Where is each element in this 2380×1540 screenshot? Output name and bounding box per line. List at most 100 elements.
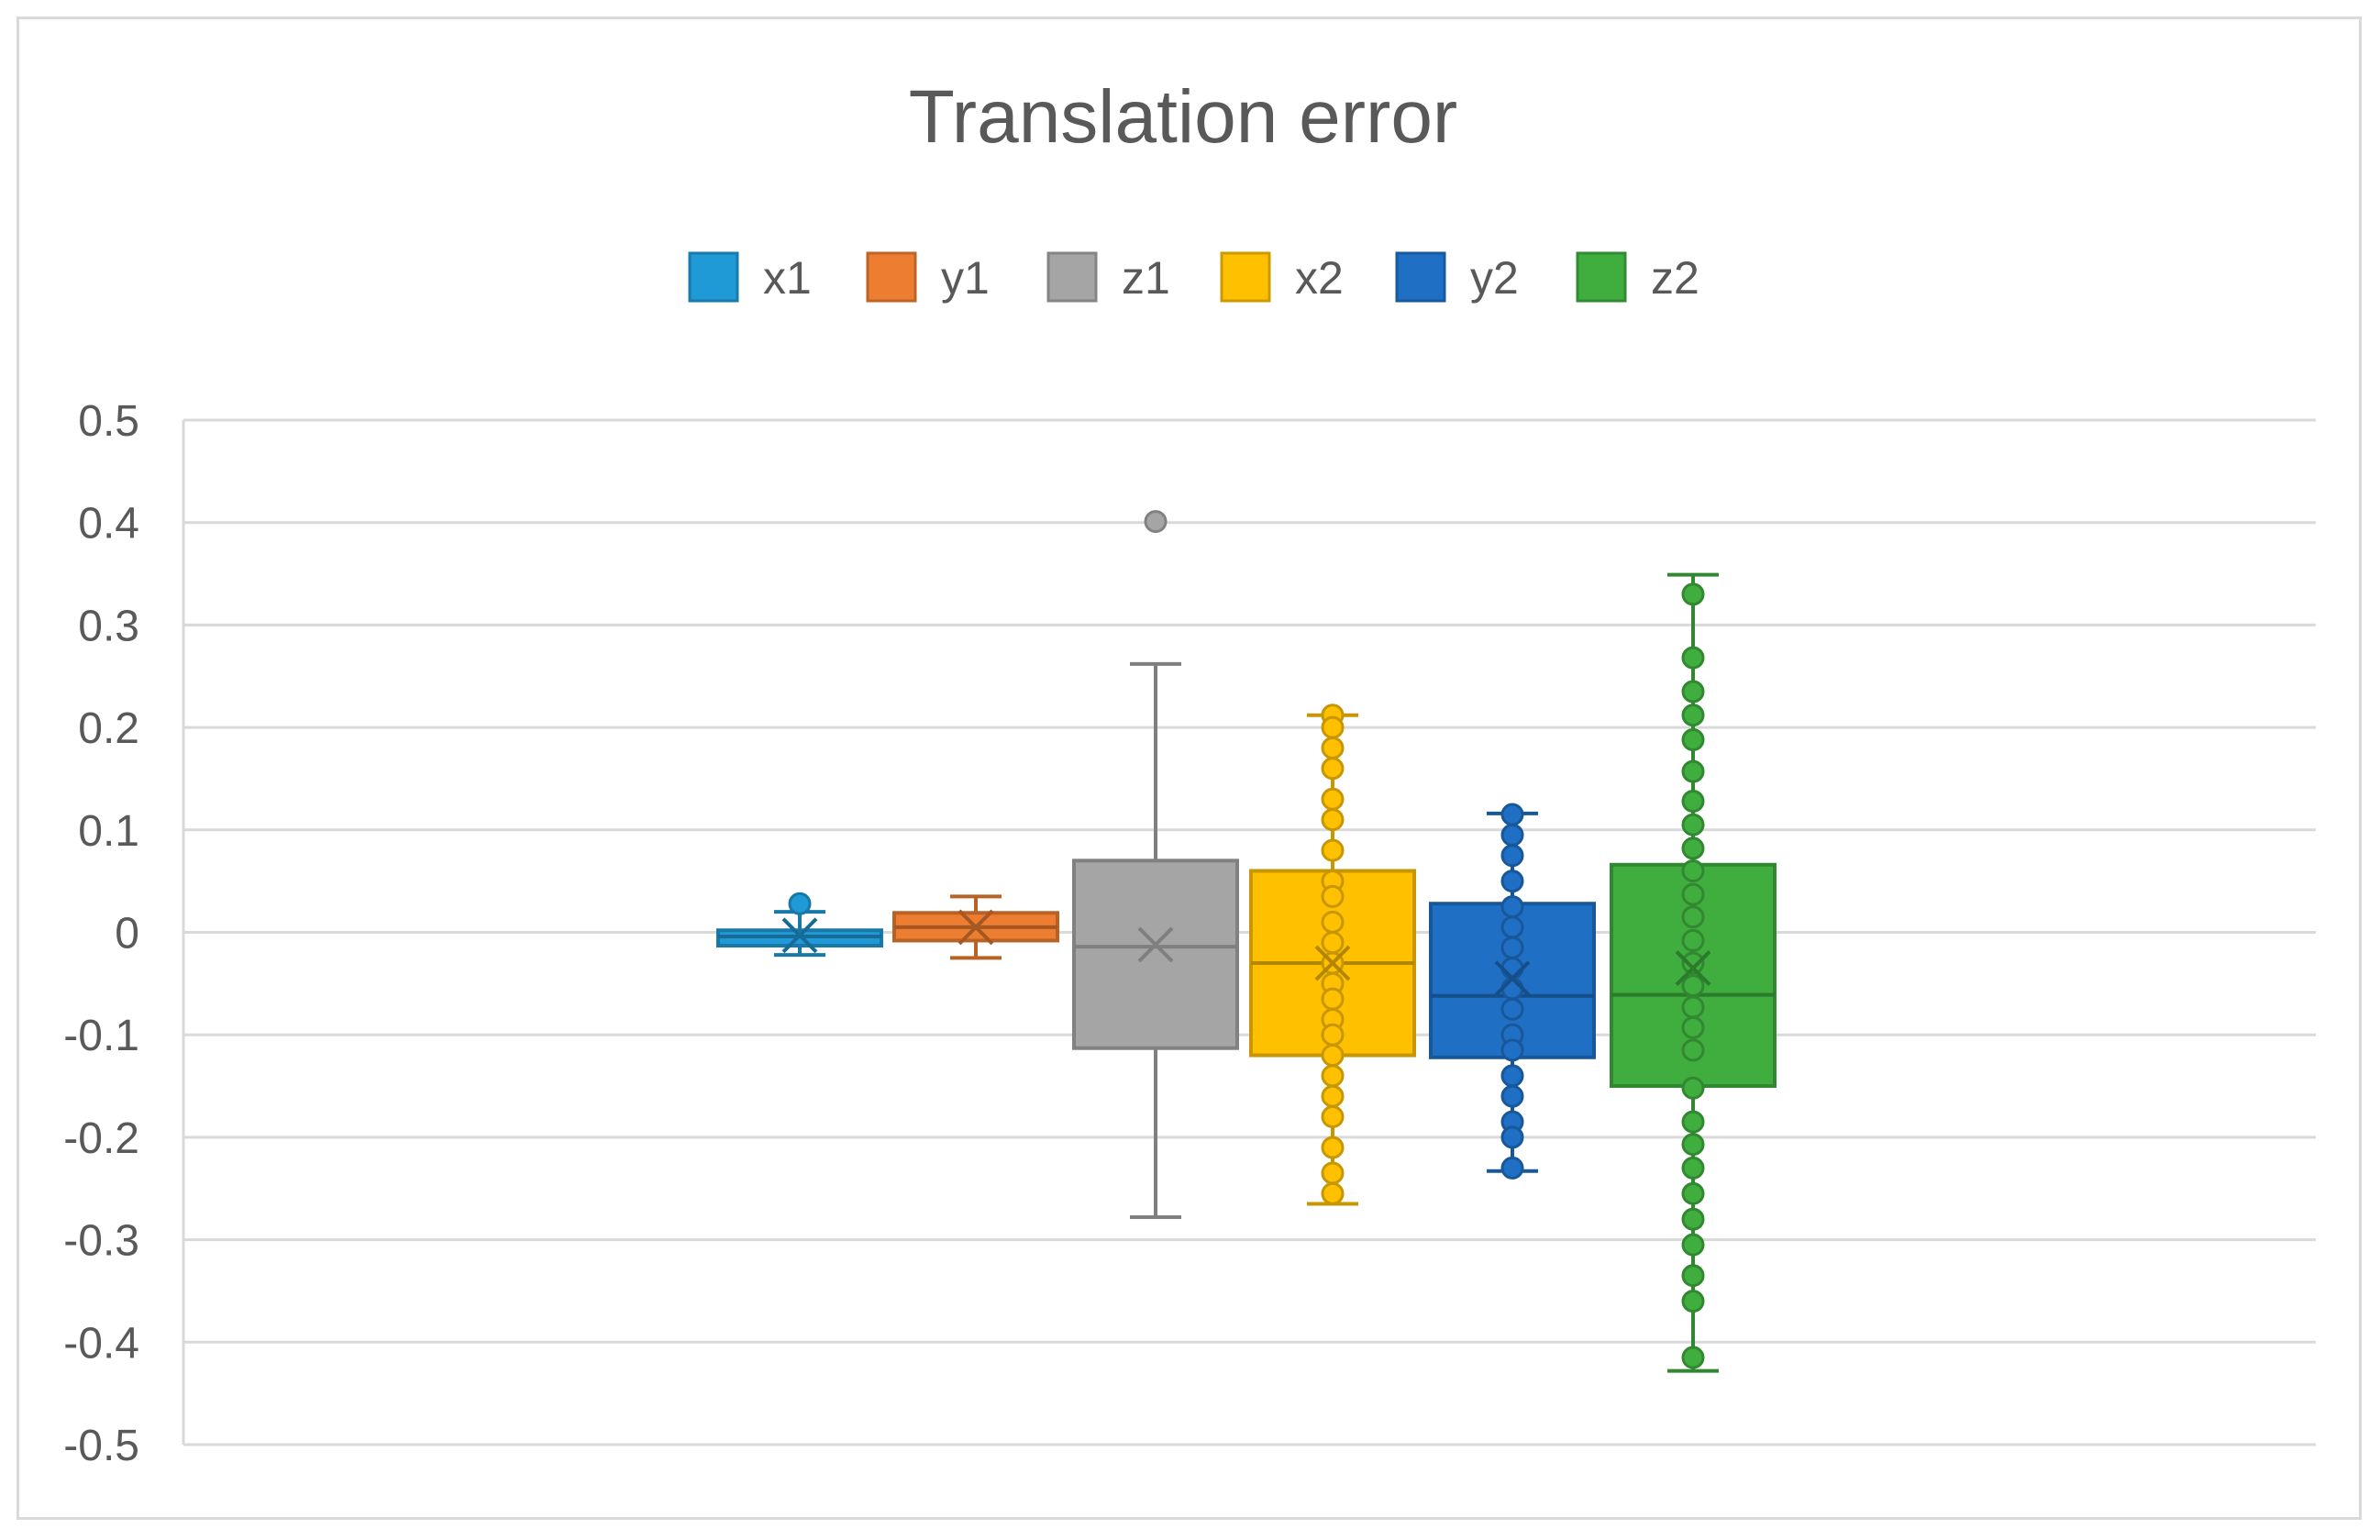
data-point-z2 <box>1681 813 1705 836</box>
legend-label-y1: y1 <box>941 252 990 304</box>
data-point-z2 <box>1681 1264 1705 1288</box>
data-point-x2 <box>1321 1044 1345 1068</box>
data-point-z2 <box>1681 1346 1705 1369</box>
data-point-z2 <box>1681 680 1705 704</box>
mean-marker-y1 <box>958 909 994 946</box>
outlier-z1 <box>1144 510 1168 534</box>
data-point-z2 <box>1681 1181 1705 1205</box>
data-point-z2 <box>1681 1290 1705 1313</box>
data-point-z2 <box>1681 1233 1705 1257</box>
y-tick-label: -0.3 <box>63 1217 139 1266</box>
data-point-y2 <box>1500 895 1524 919</box>
y-tick-label: 0.2 <box>78 704 139 753</box>
y-tick-label: -0.5 <box>63 1422 139 1470</box>
legend-label-z2: z2 <box>1651 252 1699 304</box>
data-point-y2 <box>1500 915 1524 939</box>
legend-swatch-z1 <box>1046 251 1098 303</box>
data-point-y2 <box>1500 870 1524 893</box>
box-z1 <box>1072 859 1239 1050</box>
legend-label-x2: x2 <box>1295 252 1344 304</box>
data-point-y2 <box>1500 977 1524 1001</box>
data-point-x2 <box>1321 757 1345 781</box>
legend-label-y2: y2 <box>1470 252 1519 304</box>
legend-label-z1: z1 <box>1122 252 1170 304</box>
data-point-z2 <box>1681 790 1705 814</box>
data-point-x2 <box>1321 736 1345 759</box>
data-point-z2 <box>1681 882 1705 906</box>
legend: x1 y1 z1 x2 y2 z2 <box>688 251 1699 304</box>
data-point-y2 <box>1500 997 1524 1021</box>
data-point-z2 <box>1681 836 1705 860</box>
data-point-z2 <box>1681 928 1705 952</box>
data-point-z2 <box>1681 728 1705 752</box>
data-point-y2 <box>1500 1084 1524 1108</box>
data-point-x2 <box>1321 1105 1345 1129</box>
y-tick-label: 0 <box>115 910 139 958</box>
data-point-x2 <box>1321 1084 1345 1108</box>
data-point-x2 <box>1321 838 1345 862</box>
y-axis-ticks: 0.5 0.4 0.3 0.2 0.1 0 -0.1 -0.2 -0.3 -0.4 -0.5 <box>63 397 139 1470</box>
data-point-y2 <box>1500 957 1524 981</box>
data-point-y2 <box>1500 1038 1524 1062</box>
data-point-x2 <box>1321 1023 1345 1047</box>
data-point-y2 <box>1500 803 1524 826</box>
mean-marker-x1 <box>781 917 818 954</box>
data-point-x2 <box>1321 1161 1345 1185</box>
data-point-z2 <box>1681 582 1705 606</box>
legend-swatch-x2 <box>1220 251 1271 303</box>
data-point-x2 <box>1321 987 1345 1011</box>
y-tick-label: 0.5 <box>78 397 139 446</box>
y-tick-label: -0.2 <box>63 1114 139 1163</box>
mean-marker-z2 <box>1675 950 1711 987</box>
data-point-z2 <box>1681 759 1705 783</box>
data-point-x2 <box>1321 1064 1345 1088</box>
data-point-x2 <box>1321 931 1345 955</box>
data-point-x2 <box>1321 715 1345 739</box>
data-point-x2 <box>1321 808 1345 832</box>
legend-label-x1: x1 <box>763 252 812 304</box>
y-tick-label: 0.1 <box>78 807 139 856</box>
data-point-z2 <box>1681 1156 1705 1180</box>
data-point-y2 <box>1500 1156 1524 1180</box>
data-point-z2 <box>1681 974 1705 998</box>
gridlines <box>182 418 2316 1446</box>
mean-marker-z1 <box>1137 926 1174 963</box>
legend-swatch-y1 <box>866 251 917 303</box>
data-point-z2 <box>1681 1076 1705 1100</box>
legend-swatch-z2 <box>1576 251 1627 303</box>
data-point-z2 <box>1681 704 1705 727</box>
data-point-y2 <box>1500 823 1524 847</box>
y-tick-label: 0.4 <box>78 500 139 548</box>
data-point-y2 <box>1500 936 1524 959</box>
y-tick-label: -0.4 <box>63 1319 139 1368</box>
y-tick-label: -0.1 <box>63 1012 139 1060</box>
legend-swatch-x1 <box>688 251 739 303</box>
data-point-y2 <box>1500 1125 1524 1149</box>
data-point-z2 <box>1681 1110 1705 1134</box>
mean-marker-x2 <box>1314 945 1351 981</box>
chart-title: Translation error <box>909 75 1458 159</box>
data-point-z2 <box>1681 1133 1705 1157</box>
data-point-y2 <box>1500 1064 1524 1088</box>
outlier-x1 <box>788 892 812 915</box>
data-point-z2 <box>1681 995 1705 1019</box>
legend-swatch-y2 <box>1395 251 1446 303</box>
data-point-z2 <box>1681 1015 1705 1039</box>
data-point-z2 <box>1681 1038 1705 1062</box>
data-point-y2 <box>1500 844 1524 868</box>
data-point-x2 <box>1321 1136 1345 1159</box>
mean-marker-y2 <box>1494 960 1531 997</box>
data-point-z2 <box>1681 905 1705 929</box>
data-point-z2 <box>1681 1207 1705 1231</box>
data-point-z2 <box>1681 646 1705 670</box>
plot-area <box>716 510 1777 1373</box>
y-tick-label: 0.3 <box>78 602 139 650</box>
data-point-z2 <box>1681 951 1705 975</box>
data-point-z2 <box>1681 859 1705 882</box>
data-point-x2 <box>1321 910 1345 934</box>
chart-frame <box>17 17 2362 1520</box>
data-point-x2 <box>1321 1181 1345 1205</box>
data-point-x2 <box>1321 884 1345 908</box>
data-point-x2 <box>1321 787 1345 811</box>
